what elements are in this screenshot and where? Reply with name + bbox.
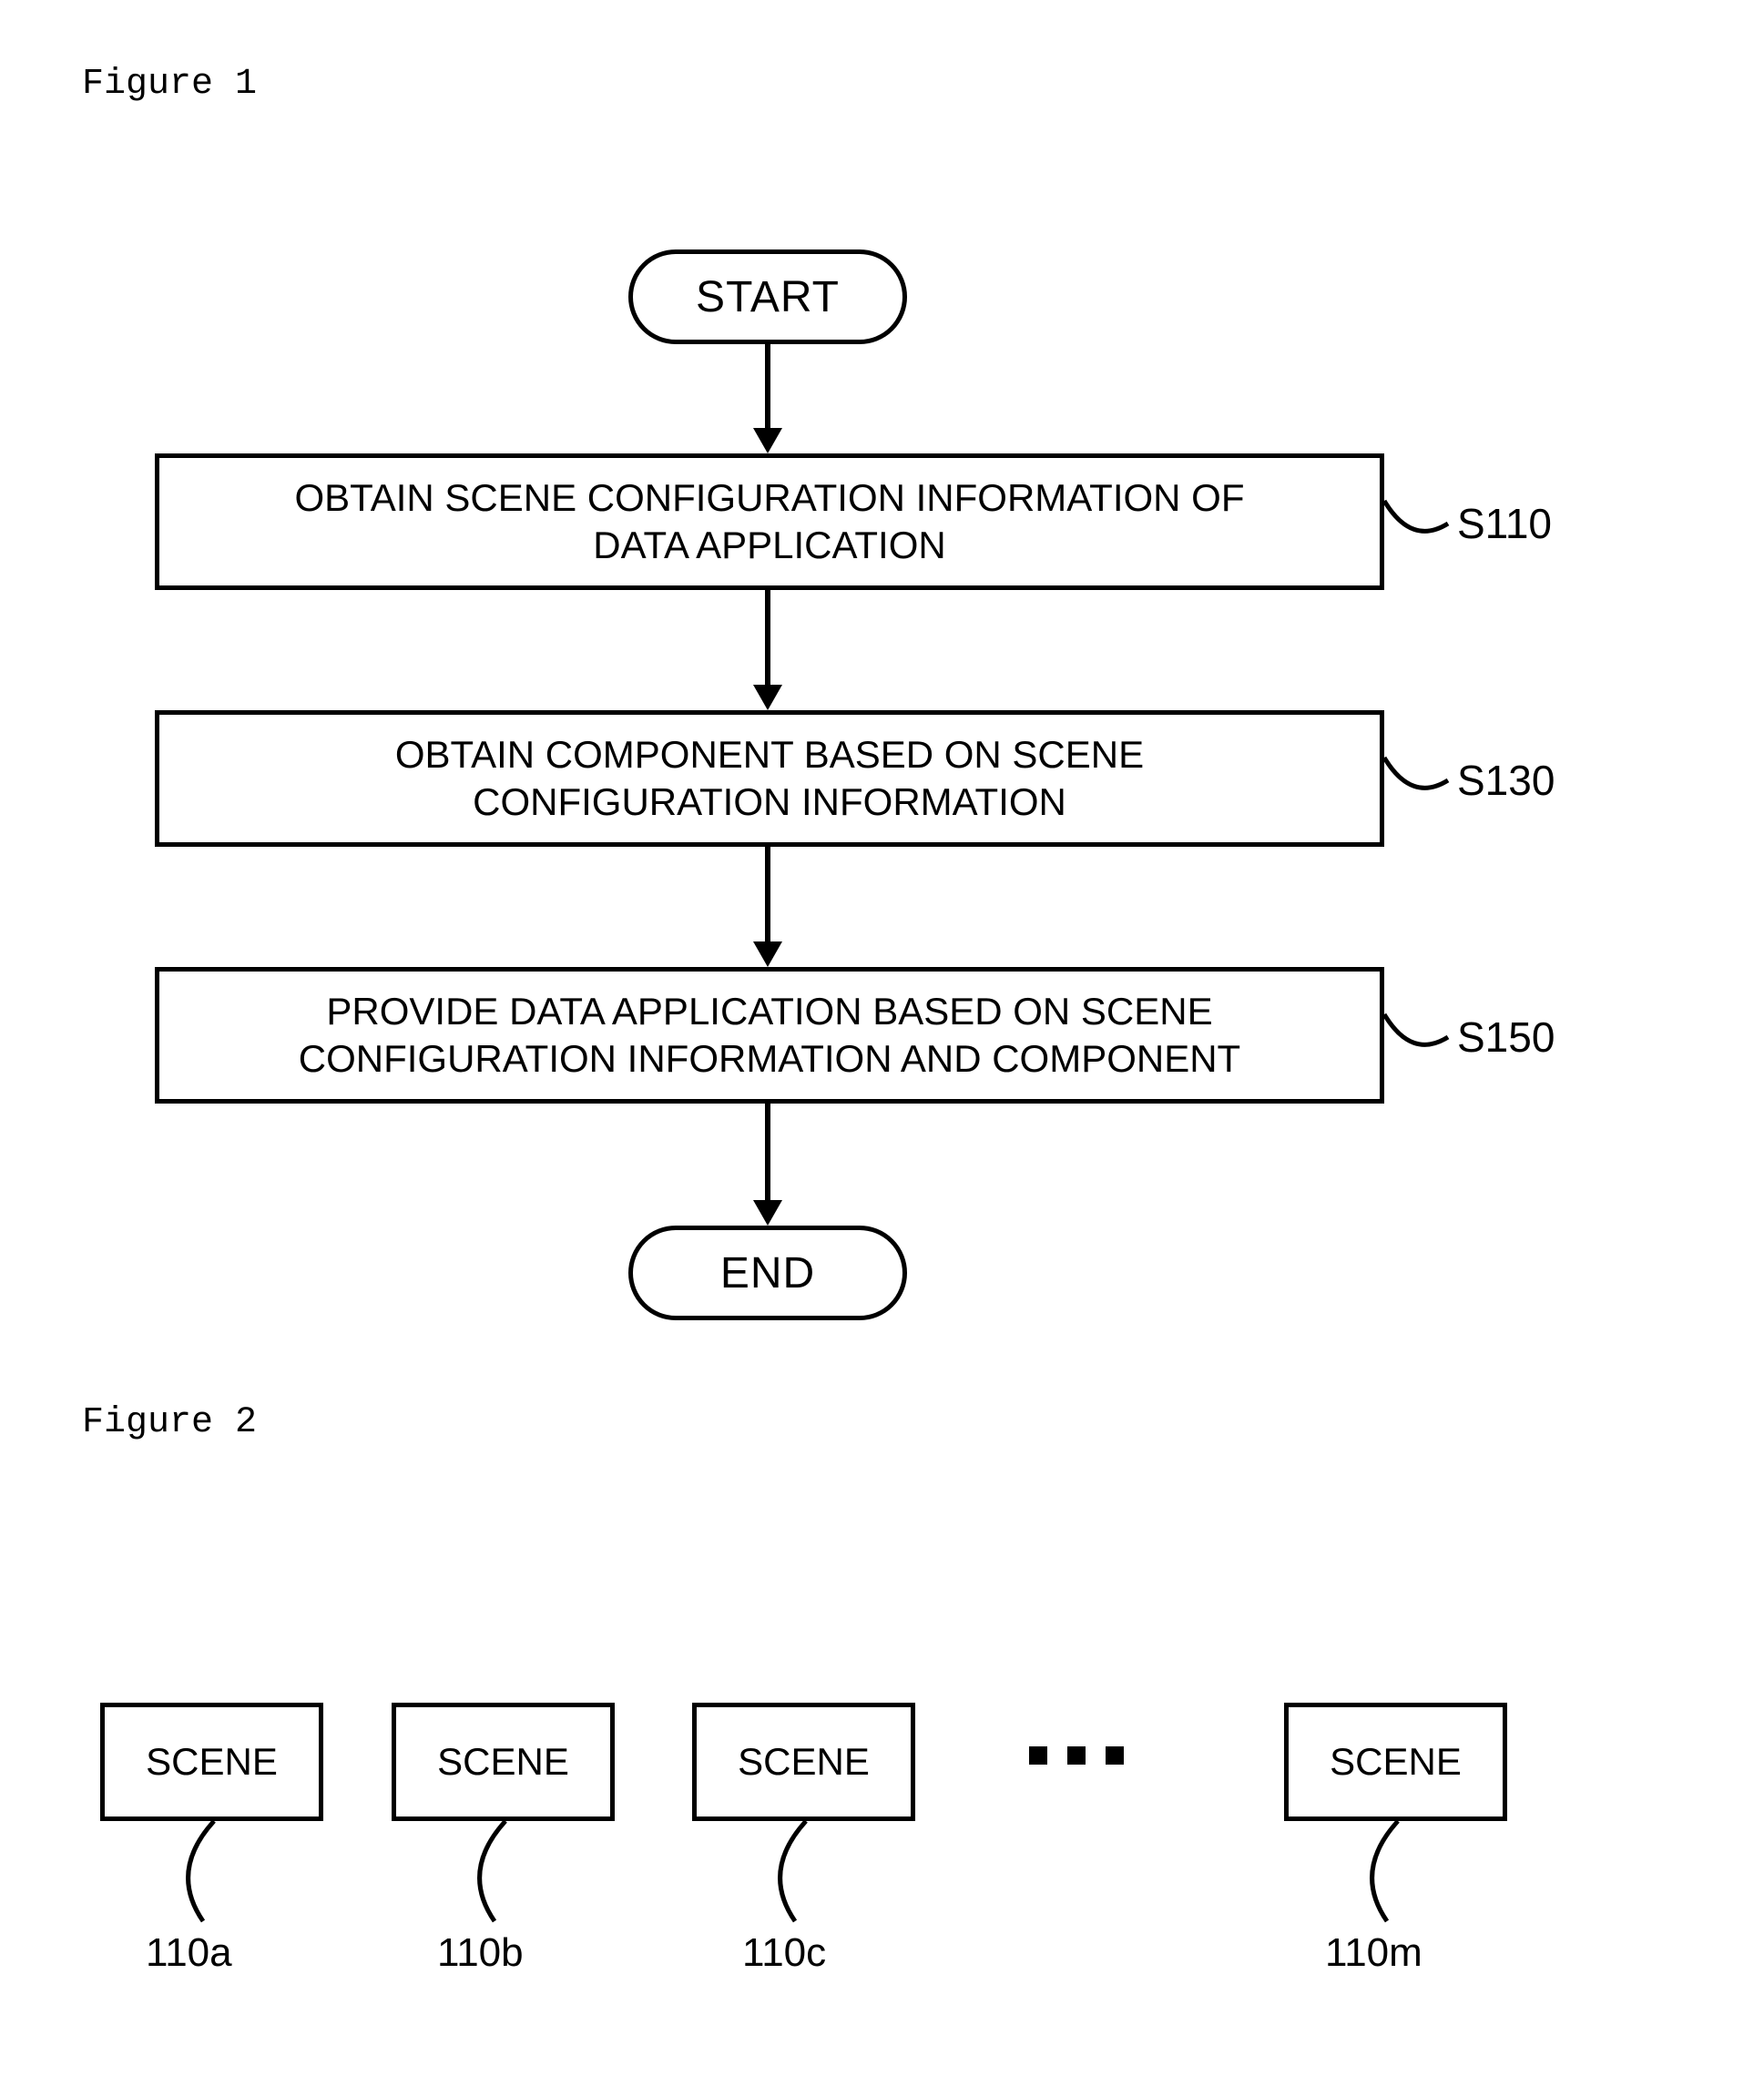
step-id-s150: S150: [1457, 1013, 1555, 1062]
flow-start-text: START: [696, 272, 840, 322]
flow-end: END: [628, 1226, 907, 1320]
flow-arrow-head: [753, 941, 782, 967]
flow-arrow-head: [753, 1200, 782, 1226]
scene-box-label: SCENE: [738, 1740, 870, 1784]
flow-step-text: PROVIDE DATA APPLICATION BASED ON SCENE …: [299, 988, 1240, 1084]
flow-step-text: OBTAIN COMPONENT BASED ON SCENE CONFIGUR…: [395, 731, 1144, 827]
scene-id-110a: 110a: [146, 1930, 232, 1976]
flow-end-text: END: [720, 1248, 815, 1298]
callout-110c: [770, 1821, 842, 1930]
ellipsis-icon: [1029, 1746, 1124, 1765]
flow-step-s150: PROVIDE DATA APPLICATION BASED ON SCENE …: [155, 967, 1384, 1104]
step-id-s130: S130: [1457, 756, 1555, 805]
flow-arrow-line: [765, 590, 770, 685]
scene-box-label: SCENE: [1330, 1740, 1462, 1784]
scene-box-label: SCENE: [146, 1740, 278, 1784]
scene-id-110m: 110m: [1325, 1930, 1422, 1976]
scene-id-110c: 110c: [742, 1930, 826, 1976]
scene-id-110b: 110b: [437, 1930, 524, 1976]
callout-110b: [469, 1821, 542, 1930]
callout-110a: [178, 1821, 250, 1930]
figure-1-label: Figure 1: [82, 64, 257, 105]
connector-s130: [1384, 748, 1439, 803]
flow-step-text: OBTAIN SCENE CONFIGURATION INFORMATION O…: [294, 474, 1244, 570]
scene-box-label: SCENE: [437, 1740, 569, 1784]
flow-arrow-head: [753, 428, 782, 453]
scene-box-110m: SCENE: [1284, 1703, 1507, 1821]
flow-arrow-line: [765, 344, 770, 428]
step-id-s110: S110: [1457, 499, 1552, 548]
connector-s150: [1384, 1005, 1439, 1060]
page: Figure 1 START OBTAIN SCENE CONFIGURATIO…: [0, 0, 1764, 2076]
flow-arrow-line: [765, 847, 770, 941]
callout-110m: [1361, 1821, 1434, 1930]
scene-box-110a: SCENE: [100, 1703, 323, 1821]
flow-arrow-line: [765, 1104, 770, 1200]
scene-box-110b: SCENE: [392, 1703, 615, 1821]
flow-step-s110: OBTAIN SCENE CONFIGURATION INFORMATION O…: [155, 453, 1384, 590]
flow-arrow-head: [753, 685, 782, 710]
flow-step-s130: OBTAIN COMPONENT BASED ON SCENE CONFIGUR…: [155, 710, 1384, 847]
scene-box-110c: SCENE: [692, 1703, 915, 1821]
figure-2-label: Figure 2: [82, 1402, 257, 1443]
connector-s110: [1384, 492, 1439, 546]
flow-start: START: [628, 249, 907, 344]
